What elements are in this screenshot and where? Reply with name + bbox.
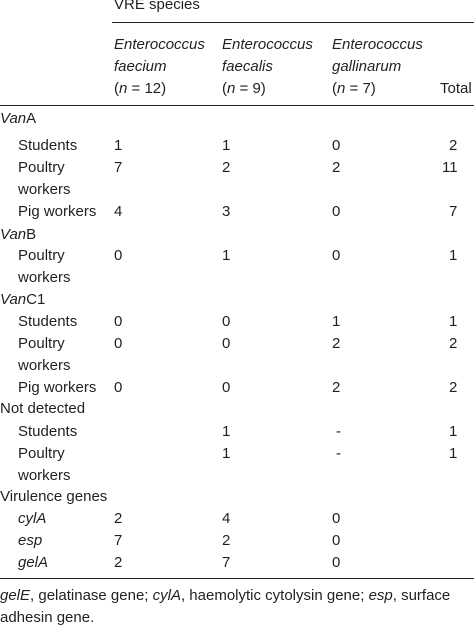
- section-not-detected: Not detected: [0, 400, 86, 417]
- cell: 2: [114, 510, 123, 527]
- row-label: Poultry: [18, 247, 65, 264]
- row-label: Poultry: [18, 159, 65, 176]
- col2-n: (n = 9): [222, 80, 266, 97]
- cell: 2: [332, 159, 341, 176]
- col3-n: (n = 7): [332, 80, 376, 97]
- cell: 2: [332, 379, 341, 396]
- col2-species: faecalis: [222, 58, 273, 75]
- cell: 7: [114, 159, 123, 176]
- cell: 0: [114, 247, 123, 264]
- cell: 1: [222, 423, 231, 440]
- cell: 1: [222, 445, 231, 462]
- row-label: Poultry: [18, 445, 65, 462]
- cell: 1: [222, 137, 231, 154]
- cell: 0: [332, 137, 341, 154]
- cell: 0: [114, 313, 123, 330]
- col1-species: faecium: [114, 58, 167, 75]
- cell: 2: [332, 335, 341, 352]
- cell: 0: [332, 247, 341, 264]
- col2-genus: Enterococcus: [222, 36, 313, 53]
- cell: 3: [222, 203, 231, 220]
- row-label-cont: workers: [18, 357, 71, 374]
- cell: 0: [222, 379, 231, 396]
- cell-total: 1: [449, 445, 458, 462]
- cell-total: 7: [449, 203, 458, 220]
- row-label: gelA: [18, 554, 49, 571]
- cell: 0: [332, 532, 341, 549]
- cell: -: [336, 423, 341, 440]
- col3-genus: Enterococcus: [332, 36, 423, 53]
- total-header: Total: [440, 80, 472, 97]
- cell: 0: [114, 335, 123, 352]
- section-vana: VanA: [0, 110, 37, 127]
- cell: 1: [114, 137, 123, 154]
- group-header: VRE species: [114, 0, 200, 13]
- table-bottom-rule: [0, 578, 474, 579]
- cell: 2: [222, 532, 231, 549]
- cell: 2: [222, 159, 231, 176]
- row-label: Students: [18, 313, 78, 330]
- row-label-cont: workers: [18, 269, 71, 286]
- cell-total: 1: [449, 247, 458, 264]
- col3-species: gallinarum: [332, 58, 402, 75]
- row-label: cylA: [18, 510, 47, 527]
- row-label: Students: [18, 137, 78, 154]
- row-label: Pig workers: [18, 203, 97, 220]
- cell: 1: [222, 247, 231, 264]
- cell: 0: [222, 313, 231, 330]
- section-vanc1: VanC1: [0, 291, 46, 308]
- cell: 0: [222, 335, 231, 352]
- cell-total: 1: [449, 423, 458, 440]
- row-label: Students: [18, 423, 78, 440]
- group-header-rule: [112, 22, 474, 23]
- row-label: Poultry: [18, 335, 65, 352]
- col1-genus: Enterococcus: [114, 36, 205, 53]
- cell: 4: [222, 510, 231, 527]
- section-virulence: Virulence genes: [0, 488, 108, 505]
- row-label: esp: [18, 532, 43, 549]
- col1-n: (n = 12): [114, 80, 167, 97]
- cell: 0: [114, 379, 123, 396]
- row-label-cont: workers: [18, 181, 71, 198]
- cell-total: 2: [449, 379, 458, 396]
- cell-total: 1: [449, 313, 458, 330]
- cell-total: 11: [442, 159, 458, 176]
- header-rule: [0, 105, 474, 106]
- cell-total: 2: [449, 137, 458, 154]
- cell-total: 2: [449, 335, 458, 352]
- cell: 0: [332, 510, 341, 527]
- footnote: gelE, gelatinase gene; cylA, haemolytic …: [0, 587, 451, 626]
- cell: -: [336, 445, 341, 462]
- cell: 7: [114, 532, 123, 549]
- cell: 2: [114, 554, 123, 571]
- row-label-cont: workers: [18, 467, 71, 484]
- cell: 0: [332, 203, 341, 220]
- cell: 1: [332, 313, 341, 330]
- cell: 4: [114, 203, 123, 220]
- cell: 0: [332, 554, 341, 571]
- cell: 7: [222, 554, 231, 571]
- row-label: Pig workers: [18, 379, 97, 396]
- section-vanb: VanB: [0, 226, 37, 243]
